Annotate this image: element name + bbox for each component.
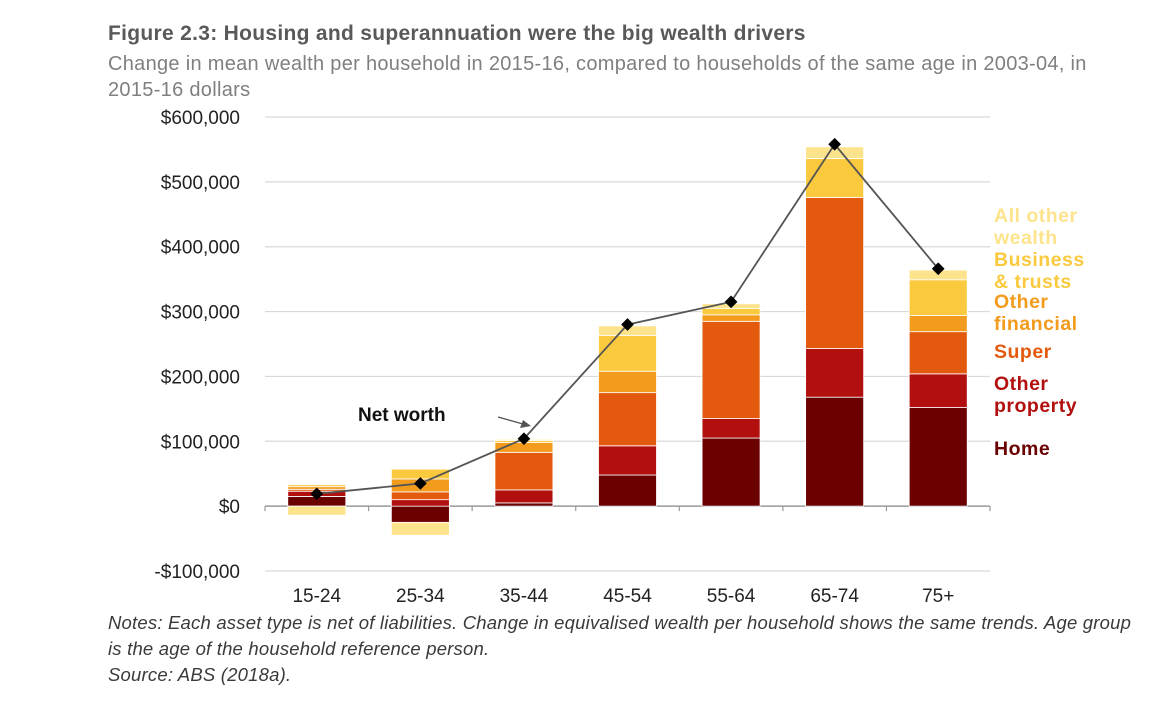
bar-segment-business-trusts (805, 158, 865, 198)
net-worth-arrow (497, 416, 524, 425)
y-tick-label: $400,000 (161, 238, 240, 259)
legend-item-super: Super (994, 341, 1144, 363)
x-tick-label: 55-64 (707, 586, 756, 607)
bar-segment-super (805, 197, 865, 349)
legend-label-line: financial (994, 313, 1078, 335)
bar-segment-other-property (805, 348, 865, 398)
x-tick-label: 35-44 (500, 586, 549, 607)
y-tick-label: $0 (219, 497, 240, 518)
net-worth-point (413, 477, 427, 490)
legend-label-line: Home (994, 438, 1051, 460)
bar-segment-other-financial (908, 315, 968, 333)
y-tick-label: $500,000 (161, 173, 240, 194)
bar-segment-other-financial (598, 370, 657, 394)
legend-label-line: Super (994, 341, 1052, 363)
bar-segment-business-trusts (701, 307, 761, 316)
bar-segment-all-other-wealth (390, 521, 450, 536)
bar-segment-business-trusts (908, 279, 968, 316)
bar-segment-other-property (598, 445, 657, 476)
legend-item-other-financial: Other financial (994, 291, 1144, 335)
net-worth-arrowhead (520, 420, 531, 428)
bar-segment-other-property (701, 418, 761, 439)
y-tick-label: $100,000 (161, 432, 240, 453)
bar-segment-home (908, 407, 968, 507)
y-tick-label: $600,000 (161, 108, 240, 129)
legend-label-line: & trusts (994, 271, 1072, 293)
bar-segment-business-trusts (287, 484, 347, 488)
x-tick-label: 65-74 (810, 586, 859, 607)
chart-source: Source: ABS (2018a). (108, 664, 292, 685)
legend-label-line: All other (994, 205, 1078, 227)
bar-segment-other-property (390, 499, 450, 507)
net-worth-point (310, 487, 324, 501)
legend-item-all-other-wealth: All other wealth (994, 205, 1144, 249)
x-tick-label: 15-24 (292, 586, 341, 607)
legend-item-other-property: Other property (994, 373, 1144, 417)
bar-segment-super (390, 491, 450, 501)
bar-segment-other-property (494, 489, 554, 504)
bar-segment-other-property (908, 373, 968, 408)
bar-segment-super (701, 320, 761, 419)
bar-segment-home (598, 474, 657, 507)
y-tick-label: $300,000 (161, 303, 240, 324)
y-tick-label: $200,000 (161, 367, 240, 388)
legend-label-line: Business (994, 249, 1085, 271)
bar-segment-other-financial (701, 314, 761, 322)
legend-item-business-trusts: Business & trusts (994, 249, 1144, 293)
y-tick-label: -$100,000 (154, 562, 240, 583)
bar-segment-home (805, 396, 865, 507)
chart-subtitle: Change in mean wealth per household in 2… (108, 53, 1087, 101)
bar-segment-super (494, 451, 554, 491)
net-worth-label: Net worth (358, 405, 446, 426)
stacked-bars (287, 146, 968, 536)
x-axis-tick-labels: 15-24 25-34 35-44 45-54 55-64 65-74 75+ (292, 586, 954, 607)
bar-segment-home (390, 505, 450, 523)
chart-notes: Notes: Each asset type is net of liabili… (108, 612, 1132, 659)
bar-segment-all-other-wealth (287, 505, 347, 516)
x-tick-label: 75+ (922, 586, 954, 607)
legend-label-line: wealth (994, 227, 1058, 249)
legend-label-line: Other (994, 373, 1049, 395)
bar-segment-super (908, 331, 968, 375)
bar-segment-super (598, 392, 657, 447)
bar-segment-home (701, 437, 761, 507)
x-tick-label: 45-54 (603, 586, 652, 607)
legend-label-line: Other (994, 291, 1049, 313)
y-axis-tick-labels: $600,000 $500,000 $400,000 $300,000 $200,000… (154, 108, 240, 583)
bar-segment-home (494, 502, 554, 507)
legend-item-home: Home (994, 438, 1144, 460)
legend-label-line: property (994, 395, 1078, 417)
chart-title: Figure 2.3: Housing and superannuation w… (108, 22, 806, 45)
bar-segment-business-trusts (598, 335, 657, 372)
net-worth-annotation: Net worth (358, 405, 531, 428)
x-tick-label: 25-34 (396, 586, 445, 607)
